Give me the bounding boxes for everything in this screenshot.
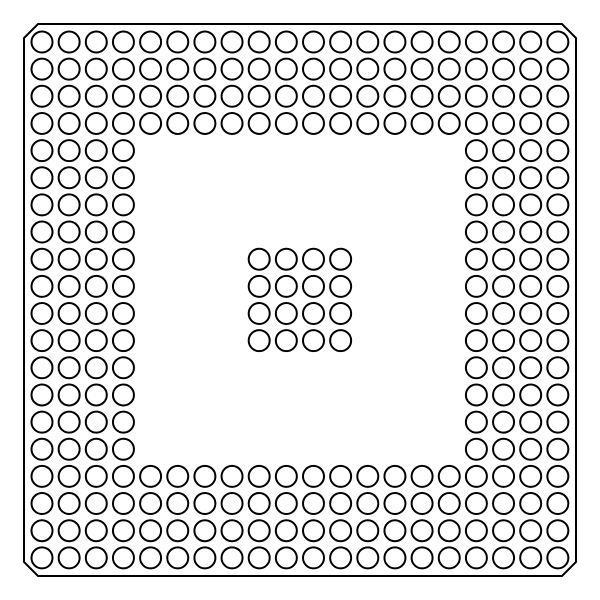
bga-package-diagram	[0, 0, 600, 600]
package-outline	[24, 24, 576, 576]
